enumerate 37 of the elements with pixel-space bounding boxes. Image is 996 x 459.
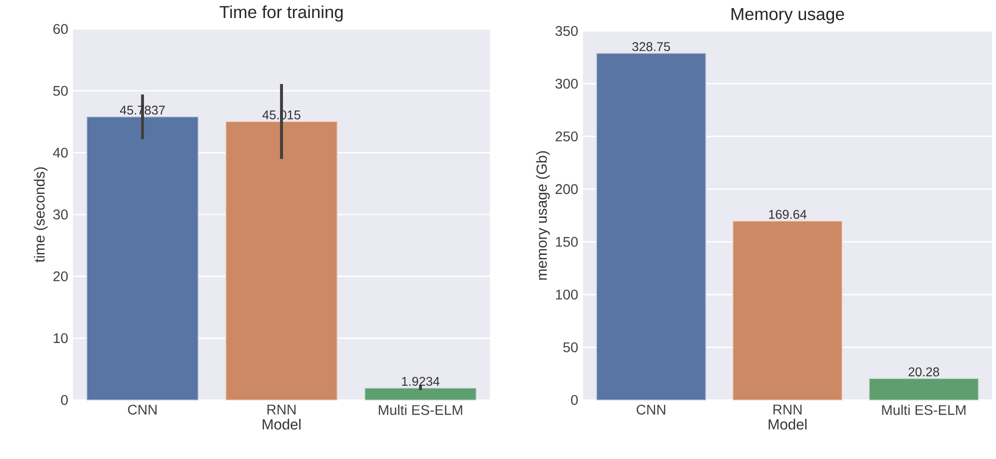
- y-tick-label: 0: [61, 395, 68, 405]
- y-tick-label: 0: [571, 395, 578, 405]
- chart-title: Time for training: [220, 5, 343, 22]
- y-tick-label: 60: [53, 24, 68, 34]
- x-axis-title: Model: [768, 418, 806, 430]
- data-label: 328.75: [632, 42, 670, 52]
- x-tick-label: Multi ES-ELM: [882, 404, 966, 415]
- y-tick-label: 30: [53, 210, 68, 220]
- y-tick-label: 40: [53, 148, 68, 158]
- x-tick-label: RNN: [773, 404, 802, 414]
- bar: [86, 116, 199, 400]
- data-label: 20.28: [908, 367, 940, 376]
- x-tick-label: CNN: [636, 404, 666, 415]
- bar: [868, 378, 979, 400]
- y-tick-label: 50: [563, 342, 578, 352]
- bar: [596, 52, 706, 400]
- y-tick-label: 10: [54, 333, 68, 344]
- x-tick-label: RNN: [267, 404, 296, 414]
- data-label: 169.64: [769, 210, 806, 219]
- chart-title: Memory usage: [732, 8, 844, 24]
- x-tick-label: Multi ES-ELM: [378, 404, 462, 415]
- data-label: 1.9234: [402, 376, 440, 386]
- y-tick-label: 20: [53, 271, 68, 282]
- y-tick-label: 300: [555, 78, 578, 89]
- x-axis-title: Model: [262, 418, 300, 430]
- y-tick-label: 250: [556, 131, 578, 142]
- y-tick-label: 50: [53, 86, 68, 96]
- y-axis-title: time (seconds): [34, 167, 48, 262]
- bar: [364, 388, 477, 400]
- bar: [226, 121, 338, 400]
- y-tick-label: 150: [556, 236, 578, 247]
- y-tick-label: 200: [556, 184, 578, 194]
- y-tick-label: 100: [556, 290, 578, 300]
- y-axis-title: memory usage (Gb): [536, 151, 550, 280]
- x-tick-label: CNN: [128, 404, 157, 415]
- y-tick-label: 350: [555, 26, 578, 36]
- bar: [732, 220, 842, 400]
